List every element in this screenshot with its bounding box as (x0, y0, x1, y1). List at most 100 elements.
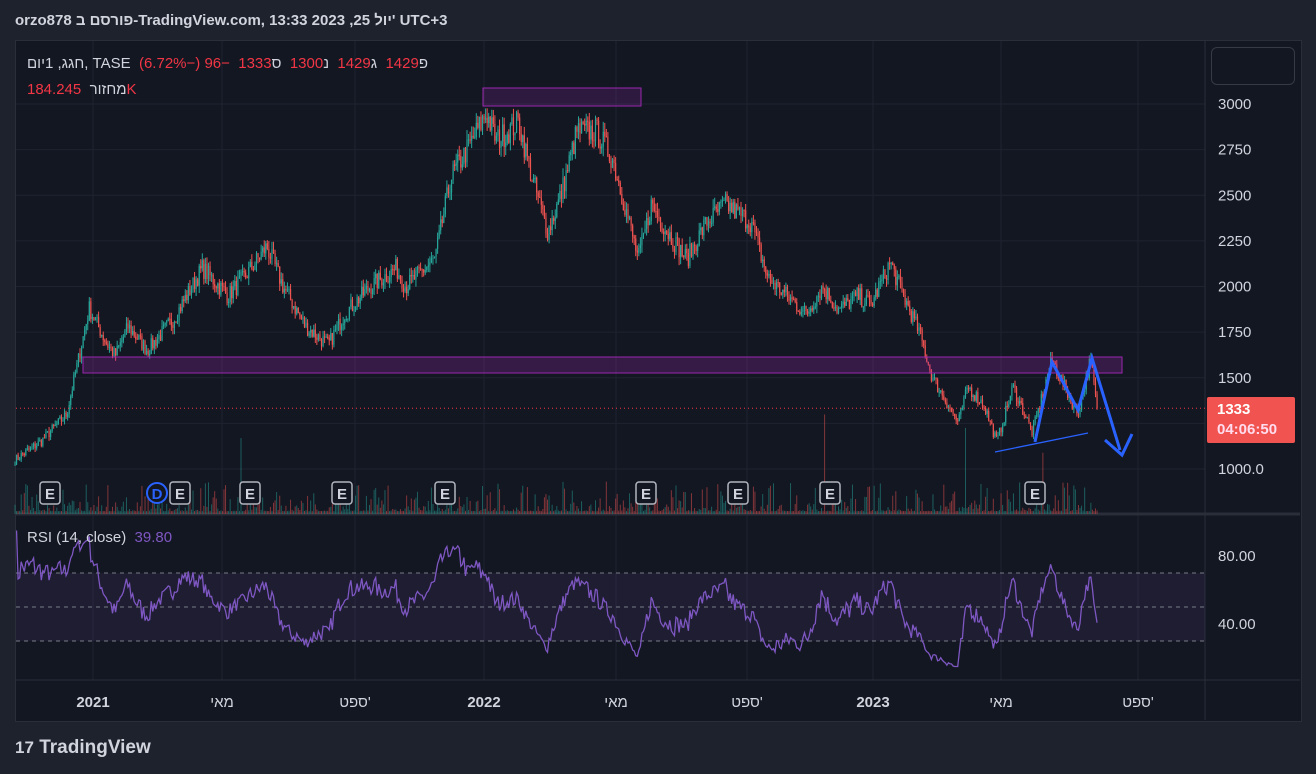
candle-body (927, 361, 929, 365)
event-label: E (175, 486, 185, 503)
candle-body (779, 282, 781, 293)
volume-bar (599, 498, 601, 514)
volume-bar (440, 510, 442, 514)
volume-bar (870, 511, 872, 514)
candle-body (893, 265, 895, 270)
earnings-icon[interactable]: E (169, 481, 191, 505)
volume-bar (1022, 507, 1024, 514)
candle-body (645, 217, 648, 229)
volume-bar (57, 510, 59, 514)
candle-body (342, 323, 344, 326)
volume-bar (265, 510, 267, 514)
volume-bar (286, 511, 288, 514)
volume-bar (172, 510, 174, 514)
candle-body (854, 291, 857, 297)
candle-body (919, 327, 922, 330)
candle-body (528, 156, 530, 159)
symbol-label[interactable]: חגג, 1יום, TASE (27, 55, 131, 72)
candle-body (60, 416, 63, 422)
volume-bar (712, 510, 714, 514)
candle-body (262, 247, 264, 252)
candle-body (556, 204, 558, 218)
candle-body (918, 327, 920, 331)
candle-body (522, 135, 524, 143)
volume-bar (969, 504, 971, 514)
candle-body (678, 238, 680, 258)
candle-body (889, 263, 891, 265)
earnings-icon[interactable]: E (727, 481, 749, 505)
candle-body (622, 203, 624, 210)
volume-bar (550, 510, 552, 514)
volume-bar (300, 500, 302, 514)
earnings-icon[interactable]: E (1024, 481, 1046, 505)
volume-bar (873, 485, 875, 514)
volume-bar (291, 509, 293, 514)
tradingview-logo[interactable]: 17 TradingView (15, 737, 151, 759)
dividend-icon[interactable]: D (146, 482, 168, 504)
earnings-icon[interactable]: E (434, 481, 456, 505)
volume-bar (621, 510, 623, 514)
candle-body (560, 190, 563, 199)
earnings-icon[interactable]: E (819, 481, 841, 505)
volume-bar (920, 510, 922, 514)
price-scale-button[interactable] (1211, 47, 1295, 85)
candle-body (409, 275, 411, 290)
volume-bar (447, 508, 449, 514)
volume-bar (788, 510, 790, 514)
candle-body (717, 209, 719, 212)
candle-body (655, 211, 657, 213)
volume-bar (977, 508, 979, 514)
volume-bar (700, 509, 702, 514)
candle-body (947, 406, 950, 408)
candle-body (193, 277, 196, 289)
candle-body (457, 154, 459, 163)
candle-body (438, 230, 440, 238)
candle-body (878, 282, 880, 297)
candle-body (777, 282, 779, 284)
candle-body (1068, 396, 1070, 398)
candle-body (511, 117, 513, 125)
volume-bar (217, 508, 219, 514)
earnings-icon[interactable]: E (39, 481, 61, 505)
candle-body (313, 329, 315, 337)
candle-body (675, 236, 677, 252)
candle-body (124, 330, 126, 338)
candle-body (806, 311, 809, 314)
candle-body (454, 164, 456, 166)
volume-bar (868, 486, 870, 514)
volume-bar (197, 509, 199, 514)
volume-bar (1077, 505, 1079, 514)
volume-bar (310, 500, 312, 514)
volume-bar (728, 510, 730, 514)
volume-bar (466, 497, 468, 514)
candle-body (523, 135, 525, 158)
volume-bar (45, 510, 47, 514)
candle-body (720, 201, 722, 203)
volume-bar (262, 497, 264, 514)
earnings-icon[interactable]: E (239, 481, 261, 505)
volume-bar (884, 510, 886, 514)
candle-body (135, 336, 137, 339)
candle-body (817, 295, 820, 297)
candle-body (988, 410, 990, 421)
earnings-icon[interactable]: E (635, 481, 657, 505)
candle-body (989, 420, 991, 422)
volume-bar (141, 485, 143, 514)
volume-bar (824, 414, 826, 514)
rsi-label[interactable]: RSI (14, close) (27, 529, 127, 546)
volume-bar (560, 510, 562, 514)
candle-body (964, 389, 967, 398)
volume-bar (732, 510, 734, 514)
volume-bar (390, 510, 392, 514)
volume-bar (991, 510, 993, 514)
candle-body (1006, 406, 1008, 408)
candle-body (848, 300, 850, 309)
volume-bar (495, 510, 497, 514)
volume-bar (1036, 502, 1038, 514)
candle-body (271, 249, 273, 259)
candle-body (323, 336, 326, 338)
earnings-icon[interactable]: E (331, 481, 353, 505)
candle-body (254, 264, 256, 271)
candle-body (96, 317, 98, 319)
